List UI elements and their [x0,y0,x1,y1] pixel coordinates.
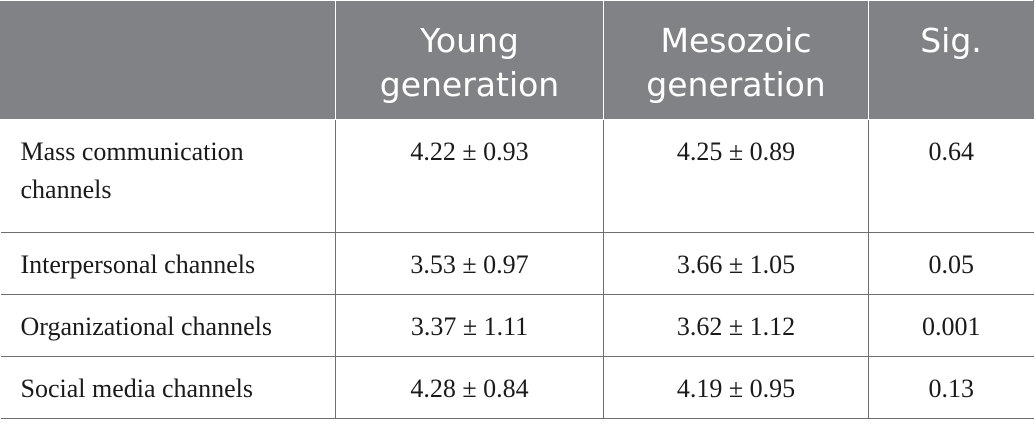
sig-value-cell: 0.001 [868,294,1034,357]
mesozoic-value-cell: 4.19 ± 0.95 [603,356,869,419]
table-body: Mass communication channels 4.22 ± 0.93 … [0,119,1034,419]
channel-cell: Mass communication channels [0,119,336,233]
header-sig: Sig. [868,0,1034,120]
header-young-generation: Young generation [335,0,604,120]
table-row: Organizational channels 3.37 ± 1.11 3.62… [0,294,1034,357]
table-row: Interpersonal channels 3.53 ± 0.97 3.66 … [0,232,1034,295]
header-mesozoic-generation: Mesozoic generation [603,0,869,120]
table-header: Young generation Mesozoic generation Sig… [0,0,1034,120]
mesozoic-value-cell: 3.62 ± 1.12 [603,294,869,357]
channel-cell: Social media channels [0,356,336,419]
channel-cell: Interpersonal channels [0,232,336,295]
sig-value-cell: 0.05 [868,232,1034,295]
sig-value-cell: 0.64 [868,119,1034,233]
header-channel [0,0,336,120]
sig-value-cell: 0.13 [868,356,1034,419]
comparison-table: Young generation Mesozoic generation Sig… [0,0,1034,419]
young-value-cell: 4.22 ± 0.93 [335,119,604,233]
young-value-cell: 4.28 ± 0.84 [335,356,604,419]
young-value-cell: 3.37 ± 1.11 [335,294,604,357]
channel-cell: Organizational channels [0,294,336,357]
mesozoic-value-cell: 3.66 ± 1.05 [603,232,869,295]
mesozoic-value-cell: 4.25 ± 0.89 [603,119,869,233]
table-row: Mass communication channels 4.22 ± 0.93 … [0,119,1034,233]
table-row: Social media channels 4.28 ± 0.84 4.19 ±… [0,356,1034,419]
header-row: Young generation Mesozoic generation Sig… [0,0,1034,120]
young-value-cell: 3.53 ± 0.97 [335,232,604,295]
